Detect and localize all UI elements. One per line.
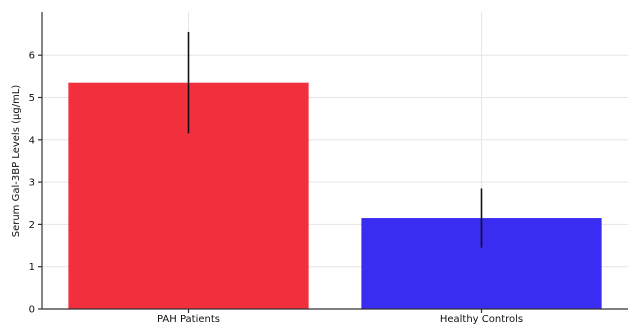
y-tick-label: 5 [29,93,35,104]
y-tick-label: 2 [29,220,35,231]
bars [68,82,602,309]
error-bars [187,31,483,248]
y-tick-label: 4 [29,135,35,146]
y-axis-title: Serum Gal-3BP Levels (µg/mL) [11,85,22,238]
y-tick-label: 0 [29,305,35,316]
y-tick-label: 3 [29,178,35,189]
y-tick-label: 1 [29,262,35,273]
x-tick-label: PAH Patients [157,314,220,324]
y-tick-label: 6 [29,51,35,62]
x-tick-label: Healthy Controls [440,314,523,324]
y-ticks: 0 1 2 3 4 5 6 [29,51,42,316]
x-ticks: PAH Patients Healthy Controls [157,309,523,324]
